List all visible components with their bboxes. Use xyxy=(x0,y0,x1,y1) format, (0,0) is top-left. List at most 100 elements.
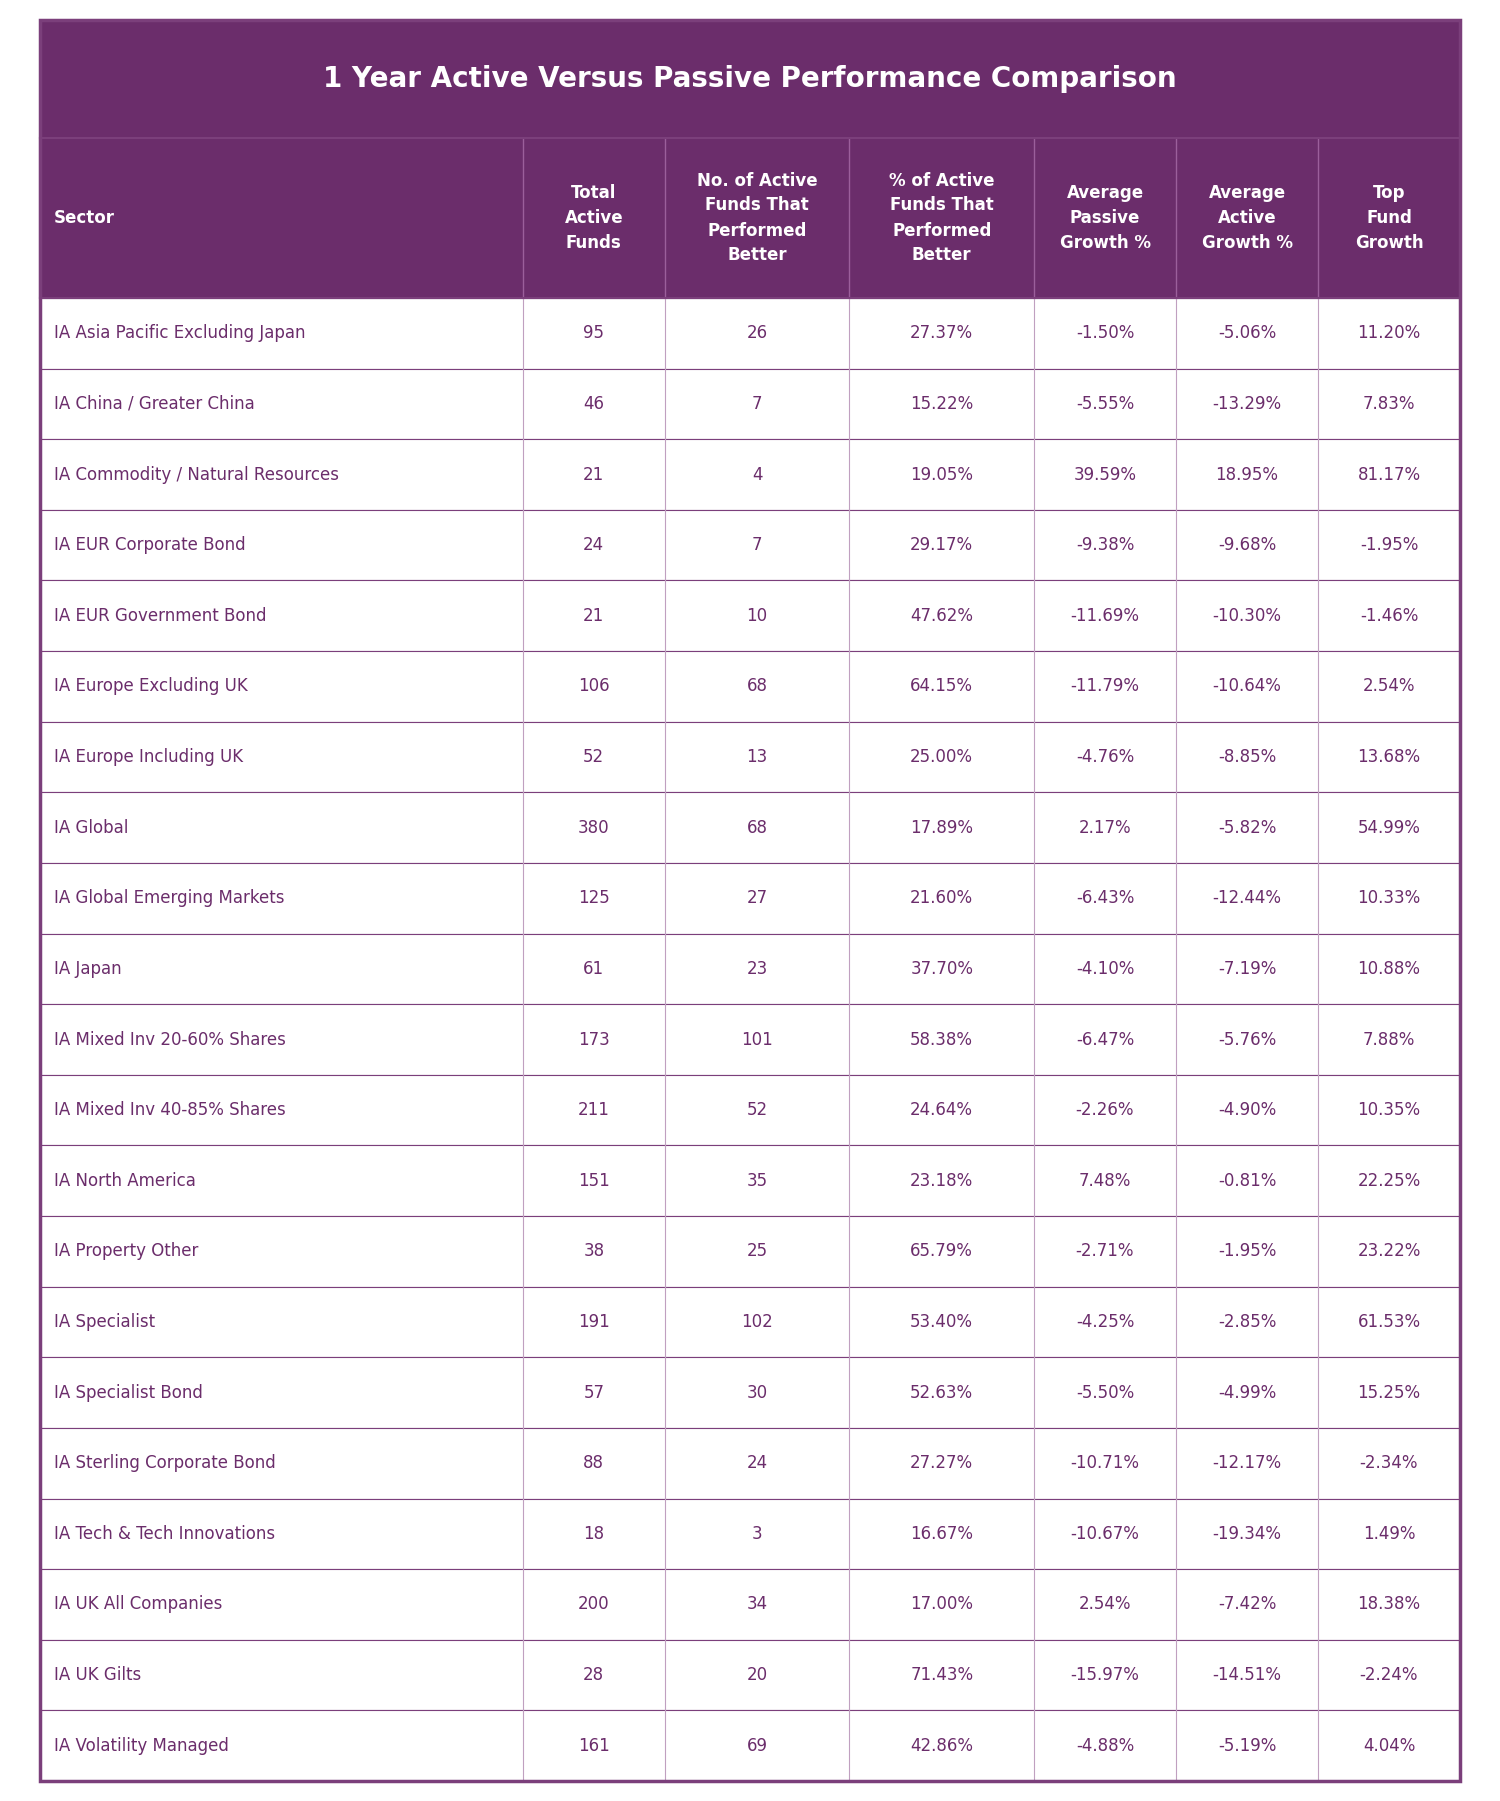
Text: -15.97%: -15.97% xyxy=(1071,1666,1140,1684)
Text: IA China / Greater China: IA China / Greater China xyxy=(54,394,255,412)
Text: -10.67%: -10.67% xyxy=(1071,1525,1140,1543)
Text: 2.54%: 2.54% xyxy=(1362,677,1416,695)
Text: 173: 173 xyxy=(578,1030,609,1048)
Text: 26: 26 xyxy=(747,324,768,342)
Bar xyxy=(40,933,1460,1005)
Text: 18.38%: 18.38% xyxy=(1358,1596,1420,1614)
Text: 21.60%: 21.60% xyxy=(910,890,974,908)
Text: -0.81%: -0.81% xyxy=(1218,1172,1276,1190)
Text: -1.95%: -1.95% xyxy=(1218,1243,1276,1261)
Text: -2.26%: -2.26% xyxy=(1076,1100,1134,1118)
Text: 39.59%: 39.59% xyxy=(1074,465,1137,483)
Text: IA Asia Pacific Excluding Japan: IA Asia Pacific Excluding Japan xyxy=(54,324,306,342)
Text: 10: 10 xyxy=(747,607,768,625)
Text: IA Global: IA Global xyxy=(54,819,129,837)
Text: 22.25%: 22.25% xyxy=(1358,1172,1420,1190)
Text: 1 Year Active Versus Passive Performance Comparison: 1 Year Active Versus Passive Performance… xyxy=(322,65,1178,94)
Bar xyxy=(40,1569,1460,1639)
Text: 34: 34 xyxy=(747,1596,768,1614)
Text: 211: 211 xyxy=(578,1100,609,1118)
Text: 2.17%: 2.17% xyxy=(1078,819,1131,837)
Text: 61: 61 xyxy=(584,960,604,978)
Text: -6.43%: -6.43% xyxy=(1076,890,1134,908)
Text: 47.62%: 47.62% xyxy=(910,607,974,625)
Text: 29.17%: 29.17% xyxy=(910,537,974,555)
Text: -12.17%: -12.17% xyxy=(1212,1453,1281,1471)
Text: 13: 13 xyxy=(747,747,768,765)
Text: IA Volatility Managed: IA Volatility Managed xyxy=(54,1736,230,1754)
Text: 21: 21 xyxy=(584,607,604,625)
Text: 27: 27 xyxy=(747,890,768,908)
Text: -2.85%: -2.85% xyxy=(1218,1313,1276,1331)
Text: 54.99%: 54.99% xyxy=(1358,819,1420,837)
Bar xyxy=(40,510,1460,580)
Text: -8.85%: -8.85% xyxy=(1218,747,1276,765)
Text: 17.89%: 17.89% xyxy=(910,819,974,837)
Bar xyxy=(40,1145,1460,1216)
Text: -4.88%: -4.88% xyxy=(1076,1736,1134,1754)
Text: IA Europe Including UK: IA Europe Including UK xyxy=(54,747,243,765)
Text: -9.38%: -9.38% xyxy=(1076,537,1134,555)
Text: -4.10%: -4.10% xyxy=(1076,960,1134,978)
Text: IA Specialist Bond: IA Specialist Bond xyxy=(54,1383,202,1401)
Text: 200: 200 xyxy=(578,1596,609,1614)
Text: -5.76%: -5.76% xyxy=(1218,1030,1276,1048)
Text: 81.17%: 81.17% xyxy=(1358,465,1420,483)
Text: IA Sterling Corporate Bond: IA Sterling Corporate Bond xyxy=(54,1453,276,1471)
Bar xyxy=(40,722,1460,792)
Text: 24: 24 xyxy=(747,1453,768,1471)
Text: -9.68%: -9.68% xyxy=(1218,537,1276,555)
Text: 11.20%: 11.20% xyxy=(1358,324,1420,342)
Text: IA Global Emerging Markets: IA Global Emerging Markets xyxy=(54,890,285,908)
Text: 28: 28 xyxy=(584,1666,604,1684)
Text: 4.04%: 4.04% xyxy=(1364,1736,1414,1754)
Text: 25.00%: 25.00% xyxy=(910,747,974,765)
Text: 7.83%: 7.83% xyxy=(1362,394,1416,412)
Text: 191: 191 xyxy=(578,1313,609,1331)
Text: -10.71%: -10.71% xyxy=(1071,1453,1140,1471)
Text: 18: 18 xyxy=(584,1525,604,1543)
Text: -5.82%: -5.82% xyxy=(1218,819,1276,837)
Text: 151: 151 xyxy=(578,1172,609,1190)
Text: 24.64%: 24.64% xyxy=(910,1100,974,1118)
Text: -14.51%: -14.51% xyxy=(1212,1666,1281,1684)
Text: -7.19%: -7.19% xyxy=(1218,960,1276,978)
Text: IA Property Other: IA Property Other xyxy=(54,1243,198,1261)
Text: -19.34%: -19.34% xyxy=(1212,1525,1281,1543)
Bar xyxy=(40,792,1460,863)
Text: -4.90%: -4.90% xyxy=(1218,1100,1276,1118)
Text: -5.19%: -5.19% xyxy=(1218,1736,1276,1754)
Text: 68: 68 xyxy=(747,677,768,695)
Text: 18.95%: 18.95% xyxy=(1215,465,1278,483)
Bar xyxy=(40,1428,1460,1498)
Text: 58.38%: 58.38% xyxy=(910,1030,974,1048)
Text: -4.25%: -4.25% xyxy=(1076,1313,1134,1331)
Text: -1.46%: -1.46% xyxy=(1360,607,1418,625)
Text: 23.18%: 23.18% xyxy=(910,1172,974,1190)
Text: 61.53%: 61.53% xyxy=(1358,1313,1420,1331)
Text: IA North America: IA North America xyxy=(54,1172,196,1190)
Text: 1.49%: 1.49% xyxy=(1362,1525,1416,1543)
Bar xyxy=(40,1498,1460,1569)
Text: 16.67%: 16.67% xyxy=(910,1525,974,1543)
Text: 10.33%: 10.33% xyxy=(1358,890,1420,908)
Text: 37.70%: 37.70% xyxy=(910,960,974,978)
Bar xyxy=(40,297,1460,369)
Text: -5.06%: -5.06% xyxy=(1218,324,1276,342)
Text: 21: 21 xyxy=(584,465,604,483)
Text: -6.47%: -6.47% xyxy=(1076,1030,1134,1048)
Text: -11.69%: -11.69% xyxy=(1071,607,1140,625)
Text: 4: 4 xyxy=(752,465,762,483)
Text: 161: 161 xyxy=(578,1736,609,1754)
Text: 15.22%: 15.22% xyxy=(910,394,974,412)
Text: -12.44%: -12.44% xyxy=(1212,890,1281,908)
Bar xyxy=(40,863,1460,933)
Bar xyxy=(40,1639,1460,1711)
Text: 42.86%: 42.86% xyxy=(910,1736,974,1754)
Text: IA EUR Government Bond: IA EUR Government Bond xyxy=(54,607,267,625)
Text: 38: 38 xyxy=(584,1243,604,1261)
Bar xyxy=(40,1358,1460,1428)
Text: 7.48%: 7.48% xyxy=(1078,1172,1131,1190)
Text: No. of Active
Funds That
Performed
Better: No. of Active Funds That Performed Bette… xyxy=(698,171,818,265)
Text: IA Specialist: IA Specialist xyxy=(54,1313,154,1331)
